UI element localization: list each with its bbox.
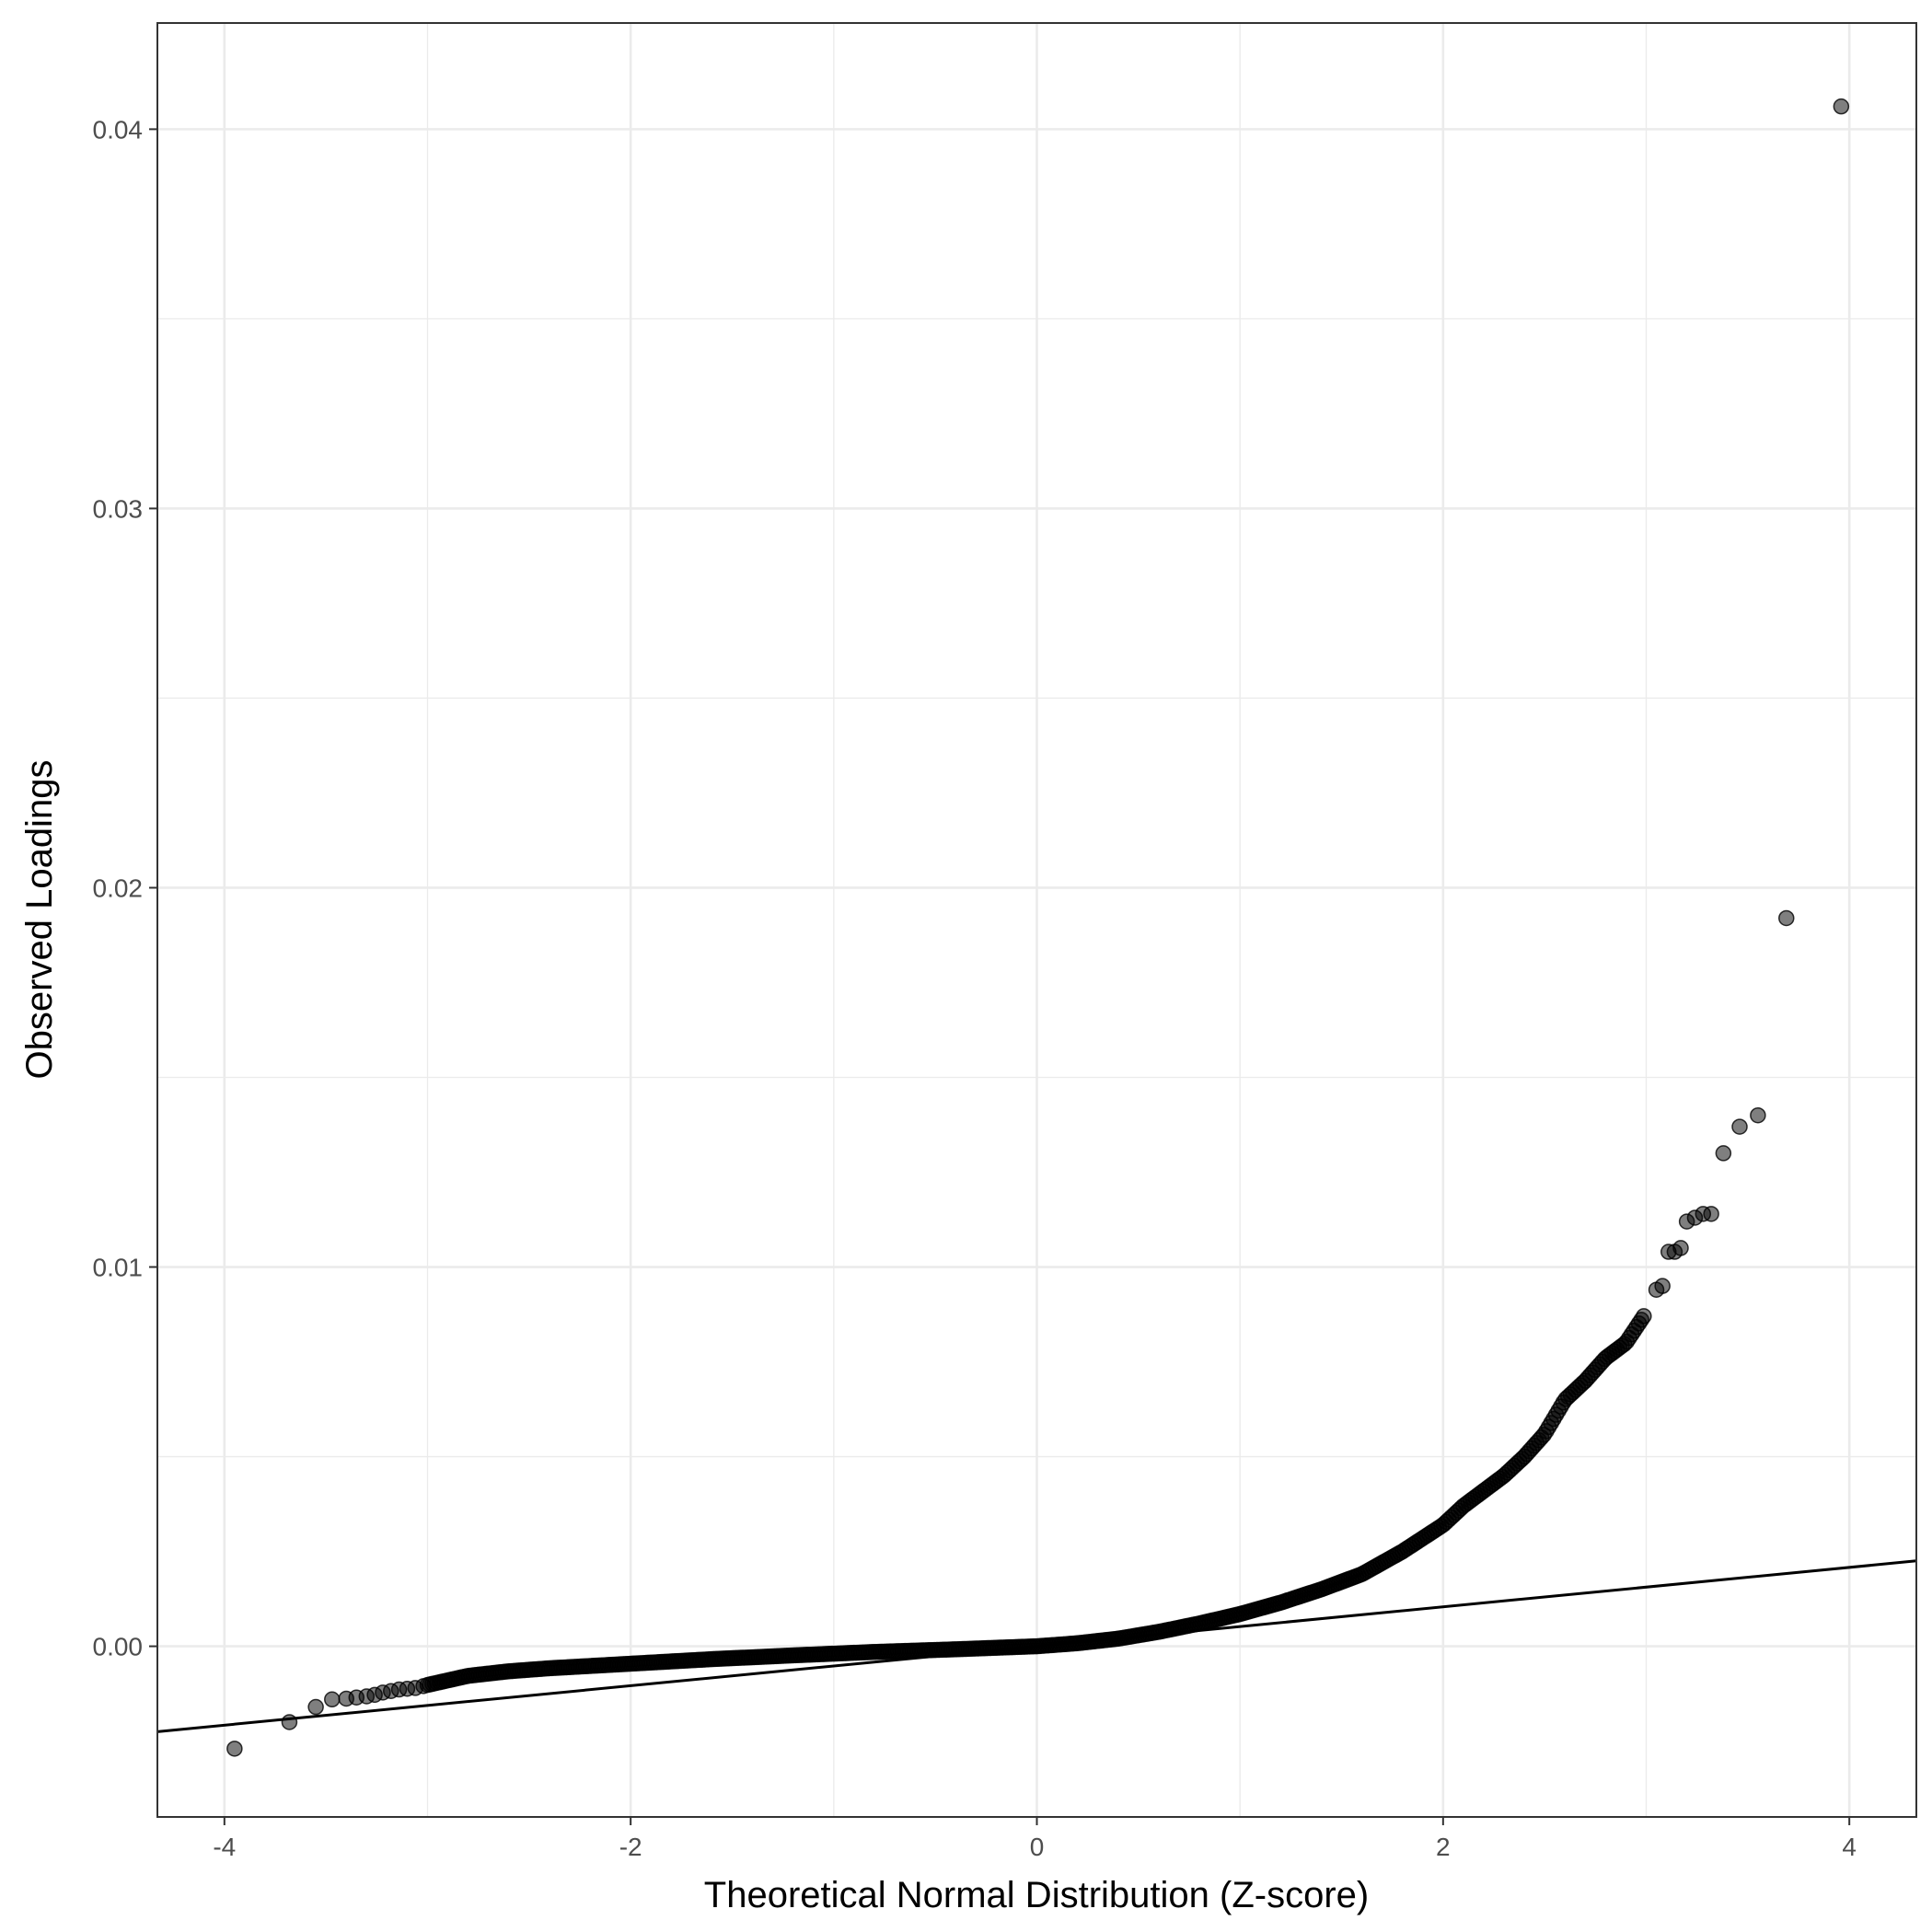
data-point <box>1715 1145 1732 1162</box>
y-axis: 0.00 0.01 0.02 0.03 0.04 <box>93 115 157 1661</box>
data-point <box>1654 1278 1671 1294</box>
x-axis-title: Theoretical Normal Distribution (Z-score… <box>704 1875 1369 1915</box>
data-point <box>1778 909 1795 927</box>
x-tick-label: 2 <box>1436 1833 1451 1861</box>
y-tick-label: 0.04 <box>93 115 144 144</box>
data-points-group <box>226 98 1850 1757</box>
data-point <box>1750 1106 1766 1124</box>
data-point <box>324 1691 341 1708</box>
y-axis-title: Observed Loadings <box>19 760 60 1080</box>
x-tick-label: 4 <box>1842 1833 1857 1861</box>
y-tick-label: 0.02 <box>93 873 144 902</box>
y-tick-label: 0.00 <box>93 1633 144 1661</box>
data-point <box>1672 1240 1689 1256</box>
y-tick-label: 0.01 <box>93 1254 144 1282</box>
grid-major-group <box>157 23 1916 1817</box>
x-tick-label: 0 <box>1030 1833 1045 1861</box>
data-point <box>281 1714 298 1730</box>
data-point <box>1833 98 1850 115</box>
data-point <box>415 1678 432 1695</box>
data-point <box>307 1698 324 1716</box>
x-tick-label: -2 <box>619 1833 642 1861</box>
data-point <box>1731 1118 1748 1135</box>
y-tick-label: 0.03 <box>93 494 144 523</box>
x-tick-label: -4 <box>213 1833 236 1861</box>
data-point <box>1636 1308 1652 1325</box>
data-point <box>1703 1206 1719 1222</box>
x-axis: -4 -2 0 2 4 <box>213 1817 1857 1861</box>
data-point <box>226 1741 243 1757</box>
